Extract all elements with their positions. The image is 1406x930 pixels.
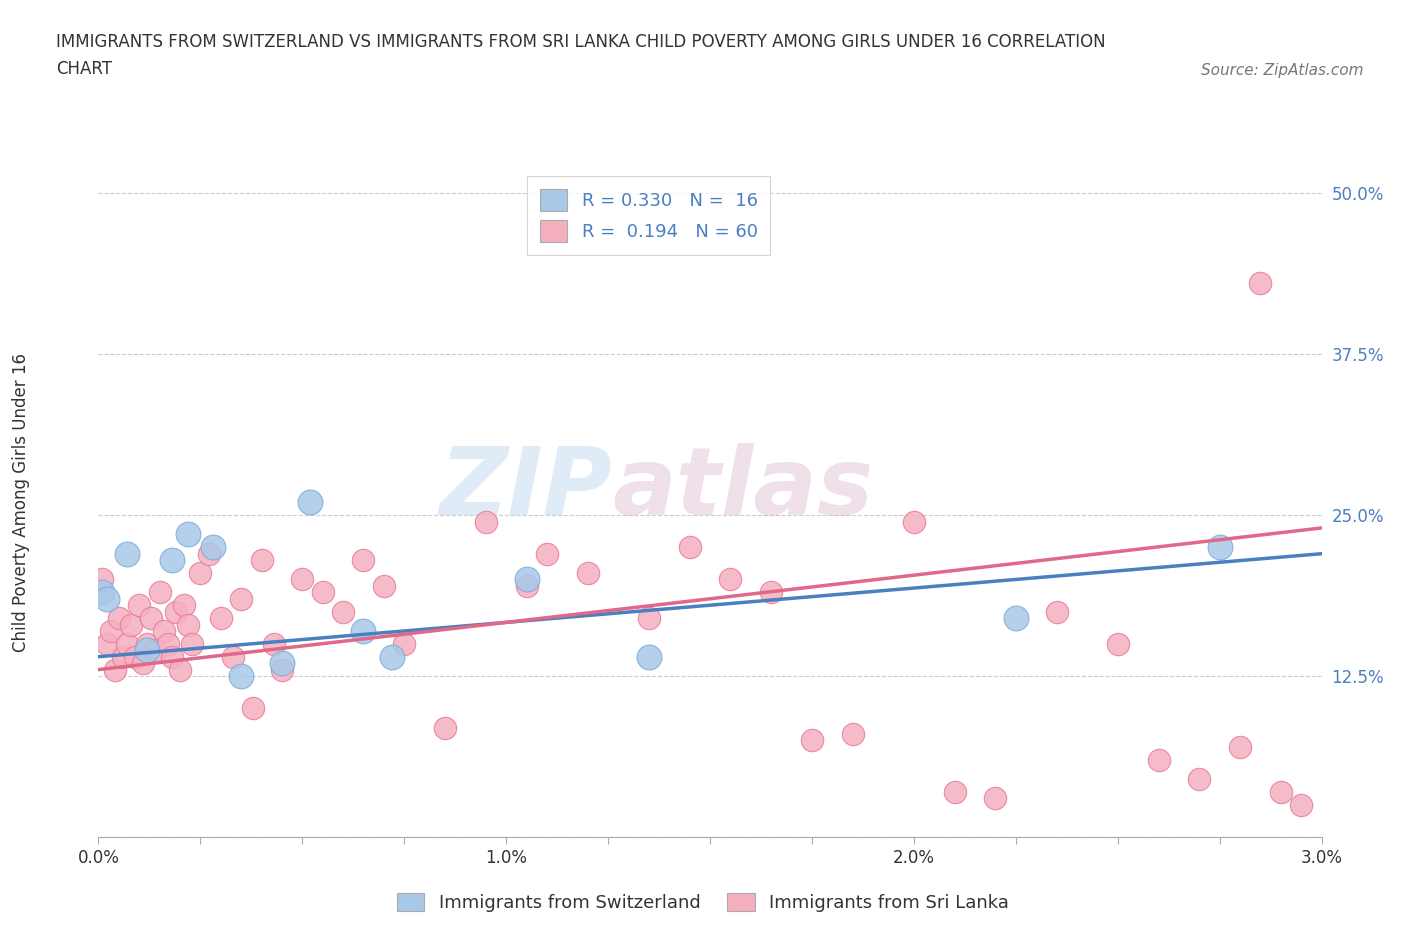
Text: Child Poverty Among Girls Under 16: Child Poverty Among Girls Under 16 <box>13 352 30 652</box>
Point <box>250 552 273 567</box>
Point <box>515 578 537 593</box>
Point <box>100 623 122 638</box>
Point <box>152 623 174 638</box>
Point <box>149 585 172 600</box>
Point <box>1188 772 1211 787</box>
Point <box>352 623 374 638</box>
Point <box>433 720 456 735</box>
Text: Source: ZipAtlas.com: Source: ZipAtlas.com <box>1201 63 1364 78</box>
Point <box>1208 539 1230 554</box>
Point <box>91 585 114 600</box>
Point <box>160 552 183 567</box>
Point <box>1004 611 1026 626</box>
Legend: R = 0.330   N =  16, R =  0.194   N = 60: R = 0.330 N = 16, R = 0.194 N = 60 <box>527 177 770 255</box>
Point <box>718 572 742 587</box>
Text: atlas: atlas <box>612 443 873 535</box>
Point <box>91 572 114 587</box>
Point <box>637 649 661 664</box>
Point <box>111 649 134 664</box>
Point <box>576 565 599 580</box>
Legend: Immigrants from Switzerland, Immigrants from Sri Lanka: Immigrants from Switzerland, Immigrants … <box>388 884 1018 921</box>
Point <box>104 662 127 677</box>
Point <box>1147 752 1170 767</box>
Point <box>392 636 416 651</box>
Point <box>156 636 179 651</box>
Point <box>96 591 118 606</box>
Point <box>943 785 966 800</box>
Point <box>169 662 191 677</box>
Point <box>841 726 863 741</box>
Point <box>120 618 142 632</box>
Point <box>115 636 138 651</box>
Text: CHART: CHART <box>56 60 112 78</box>
Point <box>536 546 558 561</box>
Point <box>108 611 131 626</box>
Point <box>201 539 224 554</box>
Point <box>242 701 264 716</box>
Point <box>160 649 183 664</box>
Point <box>173 598 195 613</box>
Point <box>188 565 211 580</box>
Point <box>115 546 138 561</box>
Point <box>1045 604 1067 619</box>
Point <box>177 527 200 542</box>
Point <box>801 733 824 748</box>
Point <box>222 649 245 664</box>
Point <box>903 514 925 529</box>
Point <box>332 604 354 619</box>
Point <box>141 611 163 626</box>
Point <box>229 591 253 606</box>
Text: IMMIGRANTS FROM SWITZERLAND VS IMMIGRANTS FROM SRI LANKA CHILD POVERTY AMONG GIR: IMMIGRANTS FROM SWITZERLAND VS IMMIGRANT… <box>56 33 1107 50</box>
Point <box>311 585 335 600</box>
Point <box>229 669 253 684</box>
Point <box>165 604 187 619</box>
Point <box>1270 785 1292 800</box>
Point <box>270 656 292 671</box>
Point <box>1291 797 1313 812</box>
Point <box>381 649 404 664</box>
Point <box>352 552 374 567</box>
Point <box>181 636 204 651</box>
Point <box>759 585 782 600</box>
Point <box>1249 276 1271 291</box>
Point <box>637 611 661 626</box>
Point <box>270 662 292 677</box>
Point <box>177 618 200 632</box>
Point <box>1229 739 1251 754</box>
Point <box>145 643 167 658</box>
Point <box>373 578 395 593</box>
Point <box>291 572 314 587</box>
Point <box>263 636 285 651</box>
Point <box>124 649 146 664</box>
Point <box>136 636 159 651</box>
Point <box>128 598 150 613</box>
Point <box>678 539 700 554</box>
Text: ZIP: ZIP <box>439 443 612 535</box>
Point <box>515 572 537 587</box>
Point <box>136 643 159 658</box>
Point <box>984 790 1007 805</box>
Point <box>1107 636 1129 651</box>
Point <box>209 611 232 626</box>
Point <box>96 636 118 651</box>
Point <box>197 546 219 561</box>
Point <box>299 495 322 510</box>
Point <box>474 514 498 529</box>
Point <box>132 656 155 671</box>
